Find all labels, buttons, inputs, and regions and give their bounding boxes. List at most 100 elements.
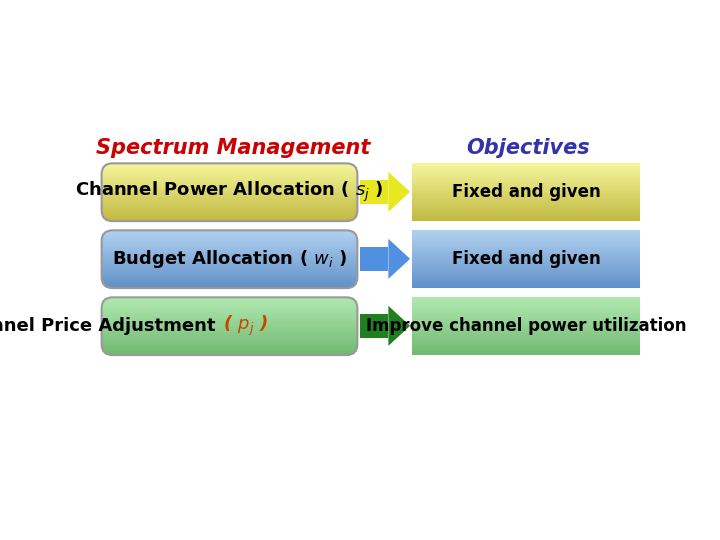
Polygon shape bbox=[412, 308, 640, 309]
Polygon shape bbox=[412, 282, 640, 284]
Polygon shape bbox=[102, 302, 357, 303]
Polygon shape bbox=[412, 167, 640, 168]
Polygon shape bbox=[412, 231, 640, 232]
Polygon shape bbox=[412, 335, 640, 336]
Polygon shape bbox=[102, 180, 357, 181]
Polygon shape bbox=[412, 188, 640, 190]
Polygon shape bbox=[412, 276, 640, 278]
Polygon shape bbox=[102, 256, 357, 257]
Polygon shape bbox=[102, 184, 357, 185]
Polygon shape bbox=[102, 235, 357, 236]
Polygon shape bbox=[102, 191, 357, 192]
Text: Spectrum Management: Spectrum Management bbox=[96, 138, 371, 158]
Polygon shape bbox=[102, 192, 357, 193]
Polygon shape bbox=[412, 192, 640, 193]
Polygon shape bbox=[412, 217, 640, 218]
Polygon shape bbox=[102, 175, 357, 176]
Text: ( $p_j$ ): ( $p_j$ ) bbox=[217, 314, 268, 338]
Polygon shape bbox=[412, 298, 640, 299]
Polygon shape bbox=[102, 220, 357, 221]
Polygon shape bbox=[412, 332, 640, 333]
Polygon shape bbox=[102, 287, 357, 288]
Polygon shape bbox=[412, 284, 640, 285]
Polygon shape bbox=[102, 325, 357, 326]
Polygon shape bbox=[102, 185, 357, 186]
Polygon shape bbox=[412, 267, 640, 268]
Polygon shape bbox=[102, 253, 357, 254]
Polygon shape bbox=[412, 278, 640, 279]
Polygon shape bbox=[412, 191, 640, 192]
Polygon shape bbox=[102, 217, 357, 218]
Polygon shape bbox=[412, 258, 640, 259]
Polygon shape bbox=[412, 203, 640, 204]
Polygon shape bbox=[102, 300, 357, 301]
Text: Improve channel power utilization: Improve channel power utilization bbox=[366, 317, 686, 335]
Polygon shape bbox=[102, 194, 357, 195]
Polygon shape bbox=[102, 341, 357, 342]
Polygon shape bbox=[412, 242, 640, 243]
Polygon shape bbox=[102, 218, 357, 219]
Polygon shape bbox=[102, 282, 357, 284]
Polygon shape bbox=[412, 187, 640, 188]
Polygon shape bbox=[412, 238, 640, 239]
Polygon shape bbox=[102, 239, 357, 240]
Polygon shape bbox=[102, 266, 357, 267]
Polygon shape bbox=[102, 348, 357, 349]
Polygon shape bbox=[412, 219, 640, 220]
Polygon shape bbox=[102, 350, 357, 351]
Polygon shape bbox=[412, 279, 640, 280]
Polygon shape bbox=[412, 280, 640, 281]
Polygon shape bbox=[102, 232, 357, 233]
Polygon shape bbox=[412, 211, 640, 212]
Polygon shape bbox=[412, 261, 640, 262]
Polygon shape bbox=[412, 307, 640, 308]
Polygon shape bbox=[102, 202, 357, 203]
Text: Channel Price Adjustment: Channel Price Adjustment bbox=[0, 317, 215, 335]
Polygon shape bbox=[412, 243, 640, 244]
Polygon shape bbox=[102, 285, 357, 286]
Text: Fixed and given: Fixed and given bbox=[451, 250, 600, 268]
Polygon shape bbox=[102, 254, 357, 255]
Polygon shape bbox=[102, 343, 357, 345]
Polygon shape bbox=[102, 309, 357, 310]
Polygon shape bbox=[412, 166, 640, 167]
Polygon shape bbox=[412, 271, 640, 272]
Polygon shape bbox=[102, 173, 357, 174]
Polygon shape bbox=[360, 247, 388, 271]
Polygon shape bbox=[102, 323, 357, 325]
Polygon shape bbox=[412, 214, 640, 215]
Polygon shape bbox=[102, 249, 357, 251]
Polygon shape bbox=[412, 336, 640, 337]
Polygon shape bbox=[412, 176, 640, 177]
Polygon shape bbox=[412, 345, 640, 346]
Polygon shape bbox=[412, 185, 640, 186]
Polygon shape bbox=[412, 213, 640, 214]
Polygon shape bbox=[412, 263, 640, 264]
Polygon shape bbox=[102, 176, 357, 177]
Polygon shape bbox=[102, 318, 357, 319]
Polygon shape bbox=[412, 253, 640, 254]
Polygon shape bbox=[412, 318, 640, 319]
Polygon shape bbox=[388, 239, 410, 279]
Polygon shape bbox=[102, 231, 357, 232]
Text: Budget Allocation ( $w_i$ ): Budget Allocation ( $w_i$ ) bbox=[112, 248, 347, 270]
Polygon shape bbox=[102, 168, 357, 169]
Polygon shape bbox=[412, 196, 640, 197]
Polygon shape bbox=[412, 262, 640, 263]
Polygon shape bbox=[412, 197, 640, 198]
Polygon shape bbox=[412, 322, 640, 323]
Polygon shape bbox=[412, 287, 640, 288]
Polygon shape bbox=[102, 311, 357, 312]
Polygon shape bbox=[102, 208, 357, 210]
Polygon shape bbox=[412, 173, 640, 174]
Polygon shape bbox=[102, 268, 357, 269]
Polygon shape bbox=[412, 268, 640, 269]
Polygon shape bbox=[412, 198, 640, 199]
Polygon shape bbox=[102, 278, 357, 279]
Polygon shape bbox=[102, 279, 357, 280]
Polygon shape bbox=[102, 241, 357, 242]
Polygon shape bbox=[102, 251, 357, 252]
Polygon shape bbox=[102, 326, 357, 327]
Polygon shape bbox=[102, 196, 357, 197]
Polygon shape bbox=[412, 255, 640, 256]
